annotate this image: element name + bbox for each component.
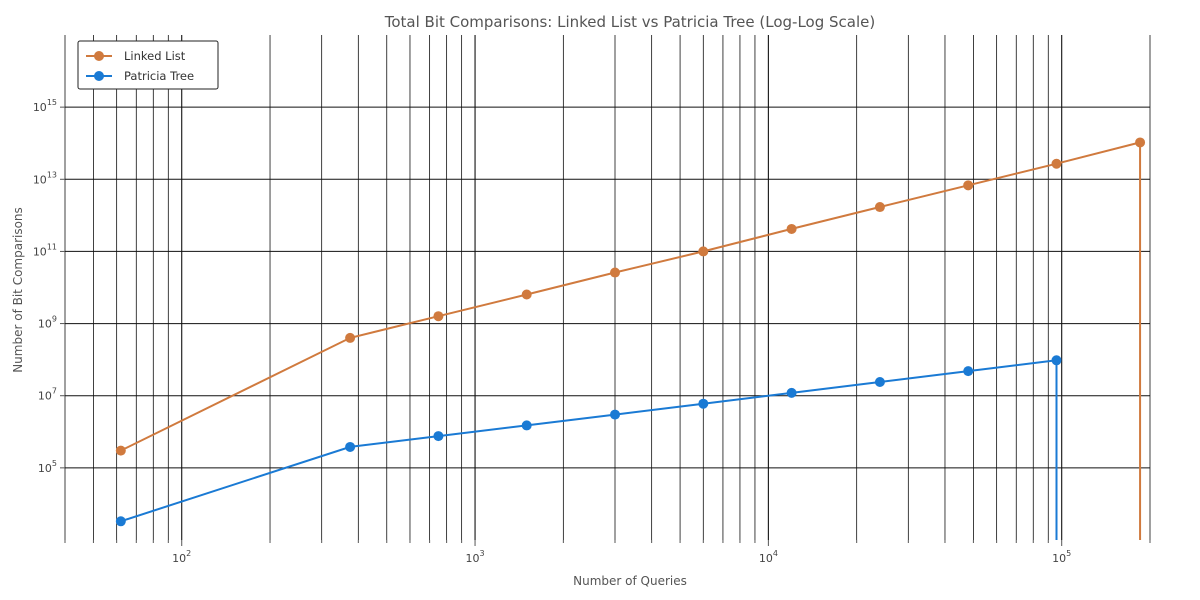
y-tick-label: 109 (38, 315, 57, 331)
data-point-linked-list (786, 223, 797, 234)
x-tick-label: 104 (759, 549, 778, 565)
series (115, 137, 1146, 540)
data-point-patricia-tree (345, 441, 356, 452)
legend-label-linked-list: Linked List (124, 49, 186, 63)
series-linked-list (115, 137, 1146, 540)
series-line-linked-list (120, 141, 1141, 452)
series-line-patricia-tree (120, 359, 1057, 523)
x-axis-label: Number of Queries (573, 574, 687, 588)
data-point-patricia-tree (698, 398, 709, 409)
series-patricia-tree (115, 355, 1062, 540)
legend-box (77, 40, 219, 90)
legend: Linked List Patricia Tree (77, 40, 219, 90)
data-point-linked-list (1051, 158, 1062, 169)
chart-title: Total Bit Comparisons: Linked List vs Pa… (384, 13, 876, 31)
data-point-patricia-tree (433, 431, 444, 442)
data-point-patricia-tree (786, 387, 797, 398)
data-point-linked-list (610, 267, 621, 278)
data-point-patricia-tree (963, 366, 974, 377)
data-point-linked-list (521, 289, 532, 300)
data-point-linked-list (345, 332, 356, 343)
data-point-patricia-tree (1051, 355, 1062, 366)
data-point-patricia-tree (115, 516, 126, 527)
data-point-linked-list (115, 445, 126, 456)
x-tick-label: 102 (172, 549, 191, 565)
data-point-linked-list (874, 202, 885, 213)
y-tick-label: 1015 (33, 98, 57, 114)
data-point-linked-list (698, 246, 709, 257)
y-tick-label: 107 (38, 387, 57, 403)
data-point-linked-list (1135, 137, 1146, 148)
y-tick-label: 1013 (33, 170, 57, 186)
grid (64, 35, 1151, 540)
legend-label-patricia-tree: Patricia Tree (124, 69, 194, 83)
y-tick-label: 105 (38, 459, 57, 475)
legend-marker-patricia-tree (94, 71, 104, 81)
data-point-patricia-tree (874, 376, 885, 387)
x-tick-label: 103 (466, 549, 485, 565)
legend-marker-linked-list (94, 51, 104, 61)
axes: 105 107 109 1011 1013 1015 102 103 104 105 (33, 98, 1151, 565)
x-tick-label: 105 (1052, 549, 1071, 565)
y-axis-label: Number of Bit Comparisons (11, 207, 25, 373)
data-point-linked-list (433, 311, 444, 322)
y-tick-label: 1011 (33, 242, 57, 258)
data-point-patricia-tree (521, 420, 532, 431)
data-point-linked-list (963, 180, 974, 191)
data-point-patricia-tree (610, 409, 621, 420)
